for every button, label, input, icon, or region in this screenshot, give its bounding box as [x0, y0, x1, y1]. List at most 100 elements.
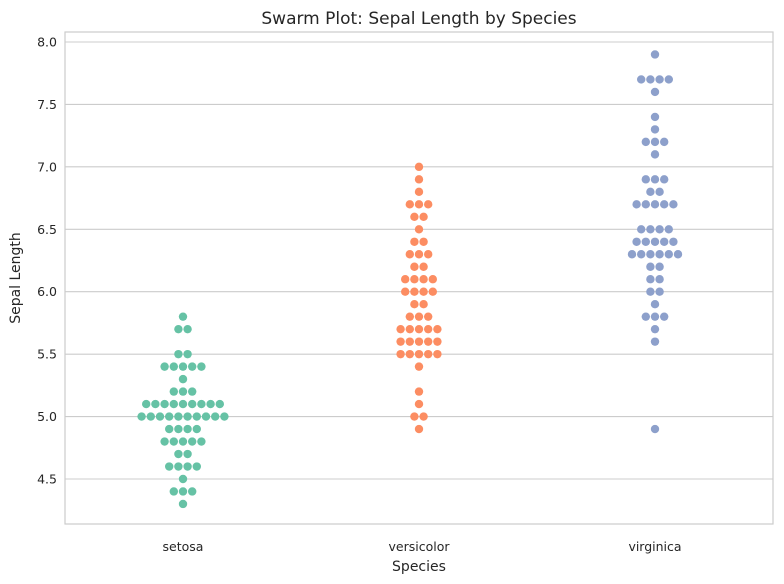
data-point-setosa — [142, 399, 151, 409]
data-point-versicolor — [405, 312, 414, 321]
data-point-virginica — [650, 312, 660, 321]
data-point-versicolor — [424, 324, 433, 334]
data-point-virginica — [650, 175, 660, 184]
data-point-setosa — [165, 424, 174, 434]
data-point-setosa — [215, 399, 224, 409]
data-point-setosa — [201, 412, 211, 421]
data-point-versicolor — [414, 399, 424, 409]
data-point-virginica — [650, 150, 660, 159]
data-point-setosa — [151, 399, 160, 409]
data-point-setosa — [169, 362, 178, 371]
data-point-setosa — [174, 412, 183, 421]
data-point-virginica — [673, 250, 683, 259]
data-point-versicolor — [410, 287, 419, 296]
data-point-versicolor — [414, 337, 424, 346]
data-point-virginica — [627, 250, 637, 259]
data-point-versicolor — [433, 337, 442, 346]
data-point-virginica — [655, 75, 664, 84]
data-point-setosa — [197, 399, 206, 409]
data-point-versicolor — [414, 312, 424, 321]
data-point-virginica — [650, 324, 660, 334]
y-tick-label: 6.5 — [37, 222, 57, 237]
y-tick-label: 8.0 — [37, 35, 57, 50]
data-point-setosa — [183, 349, 192, 359]
data-point-setosa — [188, 437, 197, 446]
data-point-virginica — [655, 250, 664, 259]
data-point-virginica — [664, 250, 673, 259]
data-point-setosa — [183, 449, 192, 459]
data-point-setosa — [178, 399, 188, 409]
data-point-virginica — [660, 237, 669, 246]
data-point-setosa — [178, 387, 188, 396]
y-tick-label: 4.5 — [37, 472, 57, 487]
data-point-versicolor — [410, 300, 419, 309]
data-points — [137, 50, 683, 509]
data-point-versicolor — [433, 324, 442, 334]
data-point-versicolor — [405, 200, 414, 209]
data-point-versicolor — [396, 324, 405, 334]
data-point-virginica — [669, 200, 678, 209]
data-point-setosa — [178, 374, 188, 384]
data-point-setosa — [174, 349, 183, 359]
data-point-setosa — [220, 412, 229, 421]
data-point-virginica — [650, 87, 660, 97]
data-point-setosa — [192, 462, 201, 471]
data-point-versicolor — [414, 349, 424, 359]
data-point-versicolor — [410, 412, 419, 421]
data-point-virginica — [655, 225, 664, 234]
data-point-virginica — [660, 137, 669, 147]
data-point-setosa — [197, 362, 206, 371]
data-point-virginica — [646, 225, 655, 234]
data-point-versicolor — [419, 237, 428, 246]
data-point-setosa — [174, 324, 183, 334]
data-point-virginica — [641, 200, 650, 209]
data-point-versicolor — [428, 275, 437, 284]
data-point-setosa — [178, 362, 188, 371]
y-tick-labels: 4.5 5.0 5.5 6.0 6.5 7.0 7.5 8.0 — [37, 35, 57, 487]
data-point-versicolor — [424, 200, 433, 209]
data-point-setosa — [188, 487, 197, 496]
data-point-versicolor — [424, 337, 433, 346]
data-point-setosa — [169, 487, 178, 496]
data-point-setosa — [169, 387, 178, 396]
data-point-virginica — [650, 112, 660, 122]
data-point-versicolor — [419, 262, 428, 271]
y-tick-label: 5.0 — [37, 409, 57, 424]
data-point-versicolor — [405, 250, 414, 259]
data-point-setosa — [169, 399, 178, 409]
data-point-setosa — [192, 412, 201, 421]
data-point-virginica — [637, 225, 646, 234]
data-point-versicolor — [405, 349, 414, 359]
data-point-setosa — [183, 324, 192, 334]
data-point-versicolor — [419, 300, 428, 309]
data-point-virginica — [632, 237, 641, 246]
data-point-virginica — [637, 250, 646, 259]
data-point-setosa — [160, 399, 169, 409]
chart-title: Swarm Plot: Sepal Length by Species — [261, 9, 576, 29]
data-point-versicolor — [414, 175, 424, 184]
data-point-setosa — [192, 424, 201, 434]
data-point-versicolor — [414, 362, 424, 371]
data-point-virginica — [669, 237, 678, 246]
data-point-virginica — [650, 200, 660, 209]
data-point-versicolor — [419, 212, 428, 221]
x-tick-labels: setosa versicolor virginica — [163, 539, 682, 554]
data-point-versicolor — [424, 312, 433, 321]
data-point-setosa — [169, 437, 178, 446]
data-point-virginica — [655, 187, 664, 197]
x-tick-label: virginica — [628, 539, 681, 554]
data-point-versicolor — [401, 287, 410, 296]
data-point-setosa — [211, 412, 220, 421]
data-point-virginica — [655, 287, 664, 296]
data-point-virginica — [650, 237, 660, 246]
data-point-setosa — [137, 412, 146, 421]
data-point-virginica — [664, 75, 673, 84]
data-point-virginica — [660, 312, 669, 321]
data-point-setosa — [174, 424, 183, 434]
data-point-versicolor — [428, 287, 437, 296]
y-tick-label: 6.0 — [37, 284, 57, 299]
data-point-versicolor — [405, 324, 414, 334]
data-point-setosa — [178, 437, 188, 446]
data-point-versicolor — [414, 225, 424, 234]
